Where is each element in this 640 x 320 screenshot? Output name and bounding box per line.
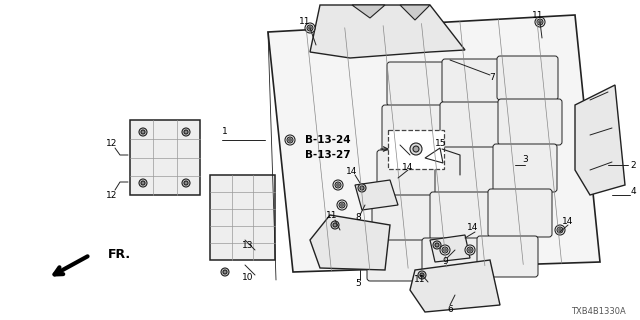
Circle shape — [433, 241, 441, 249]
Text: 1: 1 — [222, 127, 228, 137]
Circle shape — [413, 146, 419, 152]
Polygon shape — [425, 148, 443, 163]
Polygon shape — [268, 15, 600, 272]
Text: 8: 8 — [355, 213, 361, 222]
Circle shape — [221, 268, 229, 276]
Circle shape — [141, 130, 145, 134]
FancyBboxPatch shape — [497, 56, 558, 100]
Circle shape — [184, 181, 188, 185]
Circle shape — [420, 273, 424, 277]
FancyBboxPatch shape — [422, 238, 483, 279]
Circle shape — [360, 186, 364, 190]
Circle shape — [468, 249, 472, 252]
Text: 14: 14 — [563, 218, 573, 227]
Circle shape — [557, 227, 563, 233]
Polygon shape — [410, 260, 500, 312]
Text: B-13-27: B-13-27 — [305, 150, 351, 160]
FancyBboxPatch shape — [435, 147, 499, 195]
Text: 11: 11 — [326, 211, 338, 220]
Text: 2: 2 — [630, 161, 636, 170]
Circle shape — [442, 247, 448, 253]
Circle shape — [340, 204, 344, 206]
Circle shape — [444, 249, 447, 252]
Circle shape — [538, 20, 541, 23]
Circle shape — [535, 17, 545, 27]
Circle shape — [467, 247, 473, 253]
Circle shape — [184, 130, 188, 134]
Text: 7: 7 — [489, 74, 495, 83]
Polygon shape — [430, 235, 470, 262]
Text: 12: 12 — [106, 139, 118, 148]
FancyBboxPatch shape — [477, 236, 538, 277]
Polygon shape — [210, 175, 275, 260]
Circle shape — [418, 271, 426, 279]
Circle shape — [307, 25, 313, 31]
Circle shape — [182, 179, 190, 187]
Text: 5: 5 — [355, 278, 361, 287]
Circle shape — [335, 182, 341, 188]
Circle shape — [305, 23, 315, 33]
Polygon shape — [130, 120, 200, 195]
Text: 15: 15 — [435, 139, 447, 148]
Circle shape — [285, 135, 295, 145]
Text: 11: 11 — [414, 276, 426, 284]
Text: 9: 9 — [442, 258, 448, 267]
Circle shape — [337, 200, 347, 210]
Text: 11: 11 — [300, 18, 311, 27]
Circle shape — [333, 180, 343, 190]
Circle shape — [223, 270, 227, 274]
Circle shape — [435, 243, 439, 247]
Text: FR.: FR. — [108, 249, 131, 261]
Circle shape — [182, 128, 190, 136]
FancyBboxPatch shape — [440, 102, 504, 148]
FancyBboxPatch shape — [488, 189, 552, 237]
Circle shape — [139, 128, 147, 136]
FancyBboxPatch shape — [388, 130, 444, 169]
Circle shape — [339, 202, 345, 208]
Text: 14: 14 — [403, 163, 413, 172]
FancyBboxPatch shape — [387, 62, 448, 106]
Circle shape — [555, 225, 565, 235]
FancyBboxPatch shape — [442, 59, 503, 103]
Circle shape — [440, 245, 450, 255]
Text: 11: 11 — [532, 11, 544, 20]
FancyBboxPatch shape — [493, 144, 557, 192]
FancyBboxPatch shape — [382, 105, 446, 151]
Circle shape — [308, 27, 312, 29]
Polygon shape — [355, 180, 398, 210]
Circle shape — [333, 223, 337, 227]
Text: 14: 14 — [346, 167, 358, 177]
Text: 6: 6 — [447, 306, 453, 315]
Text: TXB4B1330A: TXB4B1330A — [571, 308, 625, 316]
FancyBboxPatch shape — [498, 99, 562, 145]
Circle shape — [410, 143, 422, 155]
Text: 12: 12 — [106, 190, 118, 199]
FancyBboxPatch shape — [377, 150, 441, 198]
Circle shape — [559, 228, 561, 231]
Polygon shape — [575, 85, 625, 195]
Polygon shape — [310, 215, 390, 270]
FancyBboxPatch shape — [367, 240, 428, 281]
Circle shape — [331, 221, 339, 229]
FancyBboxPatch shape — [372, 195, 436, 243]
Text: 10: 10 — [243, 274, 253, 283]
Text: 4: 4 — [630, 188, 636, 196]
FancyBboxPatch shape — [430, 192, 494, 240]
Circle shape — [141, 181, 145, 185]
Circle shape — [465, 245, 475, 255]
Polygon shape — [352, 5, 385, 18]
Text: B-13-24: B-13-24 — [305, 135, 351, 145]
Text: 14: 14 — [467, 223, 479, 233]
Polygon shape — [310, 5, 465, 58]
Circle shape — [337, 183, 339, 187]
Circle shape — [289, 139, 291, 141]
Polygon shape — [400, 5, 430, 20]
Circle shape — [537, 19, 543, 25]
Circle shape — [139, 179, 147, 187]
Circle shape — [287, 137, 293, 143]
Circle shape — [358, 184, 366, 192]
Text: 13: 13 — [243, 241, 253, 250]
Text: 3: 3 — [522, 156, 528, 164]
